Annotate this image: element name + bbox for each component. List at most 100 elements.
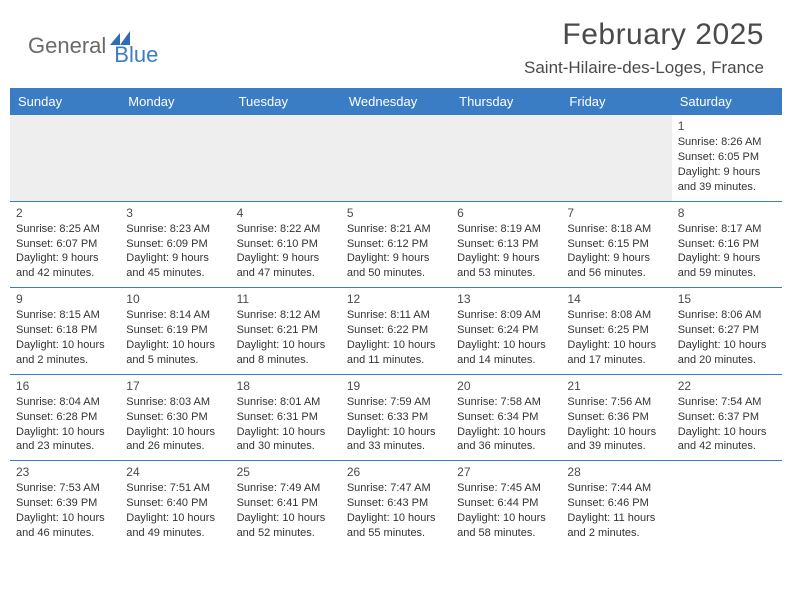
daylight-text: Daylight: 9 hours	[678, 165, 776, 180]
sunrise-text: Sunrise: 7:59 AM	[347, 395, 445, 410]
dayhead-sunday: Sunday	[10, 88, 120, 115]
daylight-text: Daylight: 10 hours	[457, 425, 555, 440]
daylight-text: and 8 minutes.	[237, 353, 335, 368]
sunrise-text: Sunrise: 8:15 AM	[16, 308, 114, 323]
daylight-text: and 2 minutes.	[567, 526, 665, 541]
day-number: 24	[126, 464, 224, 480]
daylight-text: Daylight: 10 hours	[678, 425, 776, 440]
sunrise-text: Sunrise: 8:08 AM	[567, 308, 665, 323]
calendar-cell: 1Sunrise: 8:26 AMSunset: 6:05 PMDaylight…	[672, 115, 782, 201]
sunrise-text: Sunrise: 8:04 AM	[16, 395, 114, 410]
calendar-cell: 21Sunrise: 7:56 AMSunset: 6:36 PMDayligh…	[561, 375, 671, 461]
sunset-text: Sunset: 6:34 PM	[457, 410, 555, 425]
daylight-text: and 49 minutes.	[126, 526, 224, 541]
daylight-text: Daylight: 10 hours	[126, 511, 224, 526]
sunrise-text: Sunrise: 8:14 AM	[126, 308, 224, 323]
title-block: February 2025 Saint-Hilaire-des-Loges, F…	[524, 18, 764, 78]
daylight-text: and 33 minutes.	[347, 439, 445, 454]
day-number: 22	[678, 378, 776, 394]
calendar-cell: 12Sunrise: 8:11 AMSunset: 6:22 PMDayligh…	[341, 288, 451, 374]
daylight-text: and 14 minutes.	[457, 353, 555, 368]
day-number: 8	[678, 205, 776, 221]
daylight-text: and 50 minutes.	[347, 266, 445, 281]
sunrise-text: Sunrise: 7:58 AM	[457, 395, 555, 410]
calendar-cell: 2Sunrise: 8:25 AMSunset: 6:07 PMDaylight…	[10, 202, 120, 288]
day-number: 25	[237, 464, 335, 480]
sunset-text: Sunset: 6:09 PM	[126, 237, 224, 252]
day-number: 14	[567, 291, 665, 307]
sunset-text: Sunset: 6:13 PM	[457, 237, 555, 252]
day-number: 4	[237, 205, 335, 221]
daylight-text: Daylight: 10 hours	[457, 511, 555, 526]
calendar-cell: 17Sunrise: 8:03 AMSunset: 6:30 PMDayligh…	[120, 375, 230, 461]
daylight-text: and 56 minutes.	[567, 266, 665, 281]
calendar: Sunday Monday Tuesday Wednesday Thursday…	[0, 88, 792, 547]
sunset-text: Sunset: 6:40 PM	[126, 496, 224, 511]
day-number: 7	[567, 205, 665, 221]
day-number: 5	[347, 205, 445, 221]
calendar-cell: 10Sunrise: 8:14 AMSunset: 6:19 PMDayligh…	[120, 288, 230, 374]
daylight-text: Daylight: 9 hours	[347, 251, 445, 266]
sunset-text: Sunset: 6:33 PM	[347, 410, 445, 425]
day-number: 18	[237, 378, 335, 394]
dayhead-monday: Monday	[120, 88, 230, 115]
calendar-cell: 9Sunrise: 8:15 AMSunset: 6:18 PMDaylight…	[10, 288, 120, 374]
daylight-text: Daylight: 10 hours	[16, 425, 114, 440]
day-number: 19	[347, 378, 445, 394]
daylight-text: and 45 minutes.	[126, 266, 224, 281]
calendar-cell: 20Sunrise: 7:58 AMSunset: 6:34 PMDayligh…	[451, 375, 561, 461]
daylight-text: Daylight: 10 hours	[347, 511, 445, 526]
day-number: 13	[457, 291, 555, 307]
daylight-text: and 46 minutes.	[16, 526, 114, 541]
calendar-cell	[341, 115, 451, 201]
calendar-cell: 15Sunrise: 8:06 AMSunset: 6:27 PMDayligh…	[672, 288, 782, 374]
week-row: 23Sunrise: 7:53 AMSunset: 6:39 PMDayligh…	[10, 460, 782, 547]
daylight-text: and 2 minutes.	[16, 353, 114, 368]
sunset-text: Sunset: 6:15 PM	[567, 237, 665, 252]
sunset-text: Sunset: 6:24 PM	[457, 323, 555, 338]
dayhead-saturday: Saturday	[672, 88, 782, 115]
calendar-cell: 3Sunrise: 8:23 AMSunset: 6:09 PMDaylight…	[120, 202, 230, 288]
sunrise-text: Sunrise: 8:17 AM	[678, 222, 776, 237]
sunset-text: Sunset: 6:30 PM	[126, 410, 224, 425]
month-title: February 2025	[524, 18, 764, 52]
calendar-cell: 6Sunrise: 8:19 AMSunset: 6:13 PMDaylight…	[451, 202, 561, 288]
daylight-text: and 23 minutes.	[16, 439, 114, 454]
calendar-cell: 16Sunrise: 8:04 AMSunset: 6:28 PMDayligh…	[10, 375, 120, 461]
sunset-text: Sunset: 6:31 PM	[237, 410, 335, 425]
daylight-text: and 17 minutes.	[567, 353, 665, 368]
sunrise-text: Sunrise: 8:22 AM	[237, 222, 335, 237]
week-row: 16Sunrise: 8:04 AMSunset: 6:28 PMDayligh…	[10, 374, 782, 461]
day-number: 23	[16, 464, 114, 480]
sunrise-text: Sunrise: 8:19 AM	[457, 222, 555, 237]
sunrise-text: Sunrise: 7:49 AM	[237, 481, 335, 496]
daylight-text: Daylight: 10 hours	[126, 425, 224, 440]
daylight-text: and 39 minutes.	[567, 439, 665, 454]
daylight-text: Daylight: 9 hours	[567, 251, 665, 266]
daylight-text: and 30 minutes.	[237, 439, 335, 454]
daylight-text: Daylight: 9 hours	[678, 251, 776, 266]
sunset-text: Sunset: 6:05 PM	[678, 150, 776, 165]
day-number: 10	[126, 291, 224, 307]
dayhead-wednesday: Wednesday	[341, 88, 451, 115]
sunset-text: Sunset: 6:21 PM	[237, 323, 335, 338]
daylight-text: Daylight: 9 hours	[126, 251, 224, 266]
week-row: 1Sunrise: 8:26 AMSunset: 6:05 PMDaylight…	[10, 115, 782, 201]
day-number: 12	[347, 291, 445, 307]
sunset-text: Sunset: 6:37 PM	[678, 410, 776, 425]
calendar-cell: 5Sunrise: 8:21 AMSunset: 6:12 PMDaylight…	[341, 202, 451, 288]
calendar-cell: 7Sunrise: 8:18 AMSunset: 6:15 PMDaylight…	[561, 202, 671, 288]
sunset-text: Sunset: 6:27 PM	[678, 323, 776, 338]
day-number: 28	[567, 464, 665, 480]
week-row: 9Sunrise: 8:15 AMSunset: 6:18 PMDaylight…	[10, 287, 782, 374]
day-number: 26	[347, 464, 445, 480]
sunrise-text: Sunrise: 7:44 AM	[567, 481, 665, 496]
day-number: 9	[16, 291, 114, 307]
sunset-text: Sunset: 6:19 PM	[126, 323, 224, 338]
daylight-text: and 42 minutes.	[16, 266, 114, 281]
daylight-text: Daylight: 10 hours	[237, 338, 335, 353]
calendar-cell	[120, 115, 230, 201]
sunrise-text: Sunrise: 8:18 AM	[567, 222, 665, 237]
sunset-text: Sunset: 6:43 PM	[347, 496, 445, 511]
sunrise-text: Sunrise: 7:45 AM	[457, 481, 555, 496]
